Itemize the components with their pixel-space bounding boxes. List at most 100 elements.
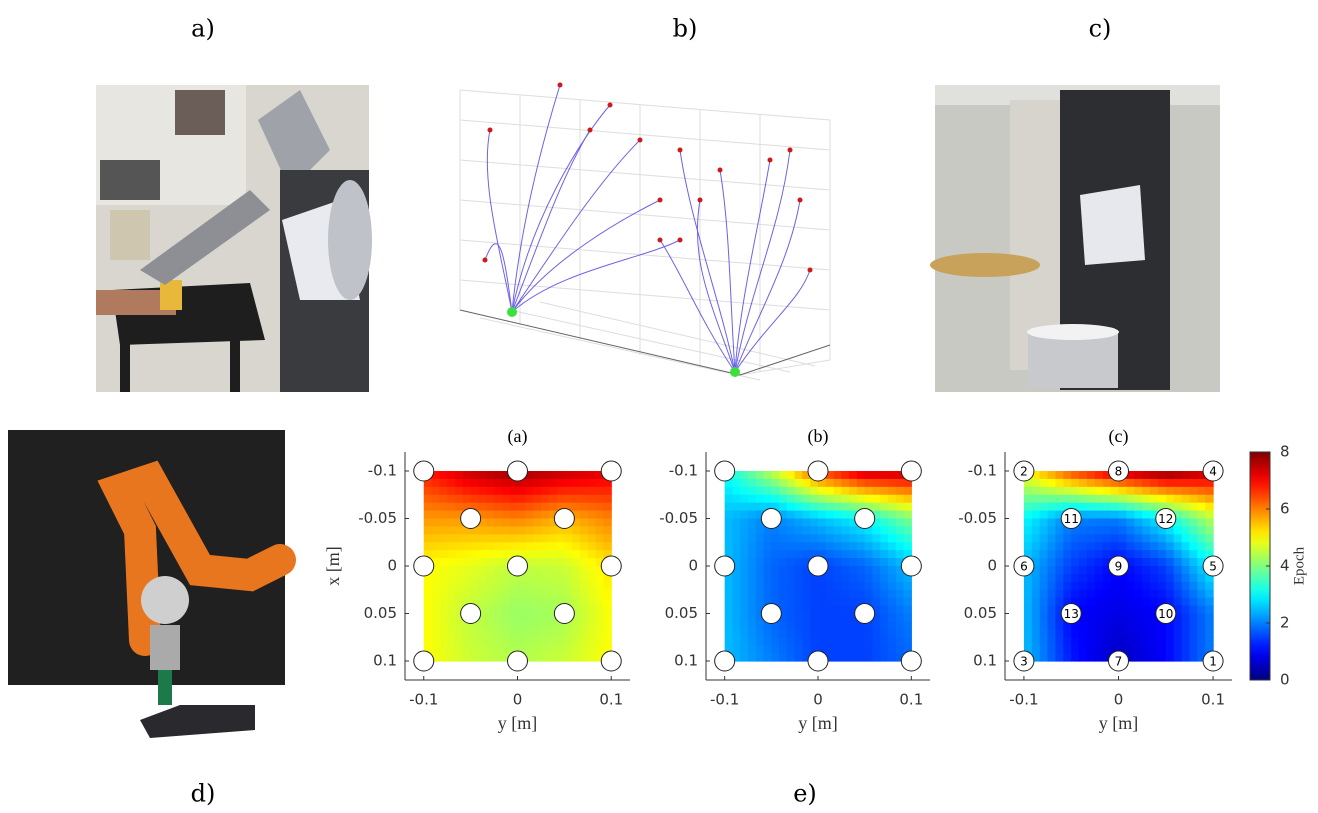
heat-cell xyxy=(447,558,456,567)
heat-cell xyxy=(1157,502,1167,512)
heat-cell xyxy=(833,471,842,480)
heat-cell xyxy=(1039,589,1049,599)
heat-cell xyxy=(509,573,519,583)
heat-cell xyxy=(763,621,772,630)
heat-cell xyxy=(1118,526,1127,535)
heat-cell xyxy=(1150,518,1159,528)
heat-cell xyxy=(748,637,757,646)
heat-cell xyxy=(888,613,897,623)
heat-cell xyxy=(447,518,456,528)
heat-cell xyxy=(595,542,605,551)
y-tick-label: 0 xyxy=(987,557,997,575)
measurement-point xyxy=(460,508,482,529)
heat-cell xyxy=(572,621,581,630)
heat-cell xyxy=(1031,581,1041,591)
heat-cell xyxy=(1189,542,1198,551)
heat-cell xyxy=(1189,645,1198,654)
heat-cell xyxy=(1134,637,1143,646)
heat-cell xyxy=(580,605,589,615)
heat-cell xyxy=(462,566,472,575)
measurement-point xyxy=(507,650,528,672)
colorbar-tick-label: 2 xyxy=(1280,614,1290,632)
heat-cell xyxy=(533,629,542,638)
heat-cell xyxy=(1165,566,1175,575)
heat-cell xyxy=(818,637,827,646)
heat-cell xyxy=(1055,613,1064,623)
heat-cell xyxy=(462,502,472,512)
heat-cell xyxy=(841,581,850,591)
heat-cell xyxy=(786,471,796,480)
heat-cell xyxy=(470,471,480,480)
heat-cell xyxy=(533,645,542,654)
heat-cell xyxy=(1142,597,1151,607)
heat-cell xyxy=(494,613,503,623)
heat-cell xyxy=(779,471,788,480)
heat-cell xyxy=(864,597,874,607)
heat-cell xyxy=(1047,605,1057,615)
heat-cell xyxy=(1189,597,1198,607)
heat-cell xyxy=(548,542,558,551)
heat-cell xyxy=(903,550,912,559)
heat-cell xyxy=(603,621,612,630)
heat-cell xyxy=(1094,637,1104,646)
heat-cell xyxy=(895,542,905,551)
heat-cell xyxy=(755,597,765,607)
heat-cell xyxy=(595,534,605,543)
heat-cell xyxy=(1031,629,1041,638)
heat-cell xyxy=(1094,581,1104,591)
heat-cell xyxy=(841,597,850,607)
heat-cell xyxy=(509,581,519,591)
heat-cell xyxy=(533,550,542,559)
heat-cell xyxy=(833,478,842,488)
x-axis-label: y [m] xyxy=(498,713,538,733)
heat-cell xyxy=(786,502,796,512)
heat-cell xyxy=(1150,486,1159,496)
heat-cell xyxy=(818,629,827,638)
heat-cell xyxy=(818,597,827,607)
heat-cell xyxy=(1110,613,1120,623)
heat-cell xyxy=(1142,518,1151,528)
x-tick-label: 0 xyxy=(1114,691,1124,709)
heat-cell xyxy=(1205,534,1214,543)
heat-cell xyxy=(1047,653,1057,662)
heat-cell xyxy=(856,502,866,512)
heat-cell xyxy=(1094,550,1104,559)
heat-cell xyxy=(841,645,850,654)
heat-cell xyxy=(447,542,456,551)
heat-cell xyxy=(895,478,905,488)
heat-cell xyxy=(564,629,573,638)
heat-cell xyxy=(587,558,597,567)
heat-cell xyxy=(818,486,827,496)
heat-cell xyxy=(501,621,511,630)
heat-cell xyxy=(525,605,534,615)
heat-cell xyxy=(462,621,472,630)
heat-cell xyxy=(833,518,842,528)
heat-cell xyxy=(501,581,511,591)
heat-cell xyxy=(903,518,912,528)
heat-cell xyxy=(888,542,897,551)
heat-cell xyxy=(1047,645,1057,654)
heat-cell xyxy=(724,502,734,512)
heat-cell xyxy=(1126,629,1135,638)
heat-cell xyxy=(431,494,440,504)
heat-cell xyxy=(1118,621,1127,630)
heat-cell xyxy=(486,486,495,496)
heat-cell xyxy=(779,573,788,583)
heat-cell xyxy=(1134,597,1143,607)
heat-cell xyxy=(462,478,472,488)
heat-cell xyxy=(833,653,842,662)
point-label: 2 xyxy=(1020,465,1028,479)
heat-cell xyxy=(1110,478,1120,488)
heat-cell xyxy=(880,573,889,583)
heat-cell xyxy=(895,534,905,543)
heat-cell xyxy=(724,629,734,638)
heat-cell xyxy=(732,486,741,496)
measurement-point xyxy=(807,460,829,482)
heat-cell xyxy=(556,502,565,512)
measurement-point xyxy=(760,508,782,529)
heat-cell xyxy=(517,637,526,646)
heat-cell xyxy=(810,478,819,488)
heat-cell xyxy=(533,518,542,528)
heat-cell xyxy=(786,526,796,535)
heat-cell xyxy=(880,502,889,512)
